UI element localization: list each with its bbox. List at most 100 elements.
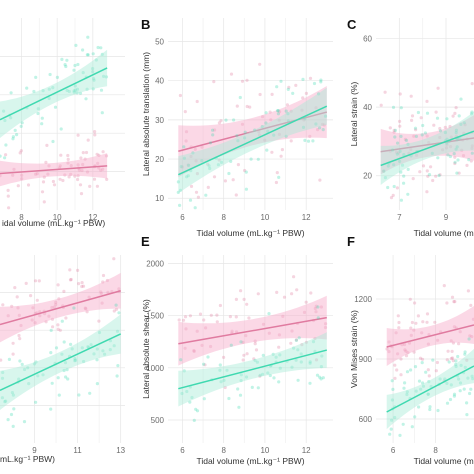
y-axis-label: Von Mises strain (%) [349,310,359,388]
data-point-teal [36,374,40,378]
data-point-teal [449,383,453,387]
data-point-pink [412,134,416,138]
data-point-teal [12,407,16,411]
data-point-teal [386,185,390,190]
data-point-teal [303,117,307,121]
data-point-teal [96,45,100,50]
data-point-pink [96,161,100,165]
data-point-pink [304,340,308,344]
data-point-teal [249,157,253,161]
panel-label: E [141,234,150,249]
data-point-pink [76,268,80,272]
data-point-teal [294,358,298,362]
data-point-teal [9,116,13,120]
data-point-pink [450,295,455,299]
data-point-pink [314,106,318,110]
data-point-pink [1,303,5,307]
x-tick-label: 13 [116,446,125,455]
data-point-teal [75,87,80,91]
data-point-teal [402,153,406,157]
data-point-pink [101,273,106,278]
data-point-pink [195,172,199,176]
x-tick-label: 8 [19,213,24,222]
data-point-teal [277,175,281,179]
data-point-teal [456,354,460,359]
data-point-teal [470,110,474,114]
y-tick-label: 50 [155,38,164,47]
data-point-teal [185,389,189,394]
x-axis-label: idal volume (mL.kg⁻¹ PBW) [2,218,105,228]
data-point-teal [237,405,241,409]
data-point-teal [398,149,402,153]
data-point-pink [426,368,430,372]
data-point-teal [92,77,96,81]
data-point-pink [245,302,249,306]
data-point-pink [234,330,239,334]
data-point-teal [176,180,180,184]
data-point-pink [458,330,462,334]
data-point-teal [452,394,456,398]
data-point-pink [59,153,63,157]
data-point-pink [410,118,414,122]
y-tick-label: 600 [359,415,373,424]
data-point-pink [30,318,34,322]
data-point-pink [76,174,80,178]
data-point-pink [69,277,73,282]
data-point-teal [69,342,73,346]
x-axis-label: Tidal volume (mL [414,228,474,238]
data-point-pink [202,318,206,322]
data-point-teal [99,46,103,50]
data-point-pink [385,347,389,351]
data-point-pink [84,307,88,311]
data-point-teal [316,316,320,320]
data-point-teal [316,305,320,309]
data-point-teal [255,360,259,364]
data-point-pink [253,339,257,343]
data-point-teal [386,164,390,168]
data-point-teal [3,156,7,160]
x-tick-label: 9 [32,446,37,455]
x-tick-label: 9 [444,213,449,222]
data-point-teal [82,359,86,364]
data-point-teal [437,173,441,178]
data-point-teal [180,391,184,396]
data-point-teal [178,203,182,207]
data-point-teal [244,187,248,191]
data-point-teal [323,114,328,118]
data-point-pink [45,143,49,147]
data-point-teal [40,116,44,120]
data-point-teal [308,360,312,364]
data-point-teal [417,379,422,383]
data-point-pink [97,153,101,157]
data-point-teal [392,184,396,189]
data-point-pink [241,340,245,344]
data-point-teal [393,135,397,139]
data-point-teal [92,78,96,82]
data-point-pink [453,155,457,159]
data-point-pink [40,190,45,194]
data-point-pink [270,150,274,154]
regression-line-pink [380,137,474,153]
data-point-teal [211,128,215,132]
data-point-teal [454,147,458,151]
data-point-teal [89,343,93,347]
data-point-pink [470,144,474,148]
data-point-teal [63,361,68,365]
y-tick-label: 1500 [146,312,164,321]
data-point-pink [209,313,213,317]
data-point-pink [234,315,238,319]
data-point-pink [51,325,55,329]
data-point-pink [406,351,410,355]
data-point-pink [240,122,245,126]
data-point-pink [290,329,294,333]
data-point-pink [95,152,99,156]
data-point-teal [413,415,417,419]
y-tick-label: 20 [363,172,372,181]
data-point-pink [47,314,51,318]
data-point-pink [44,320,48,324]
data-point-pink [429,165,433,169]
data-point-teal [65,58,69,62]
data-point-teal [49,351,53,355]
data-point-teal [11,137,15,141]
data-point-teal [65,88,69,92]
